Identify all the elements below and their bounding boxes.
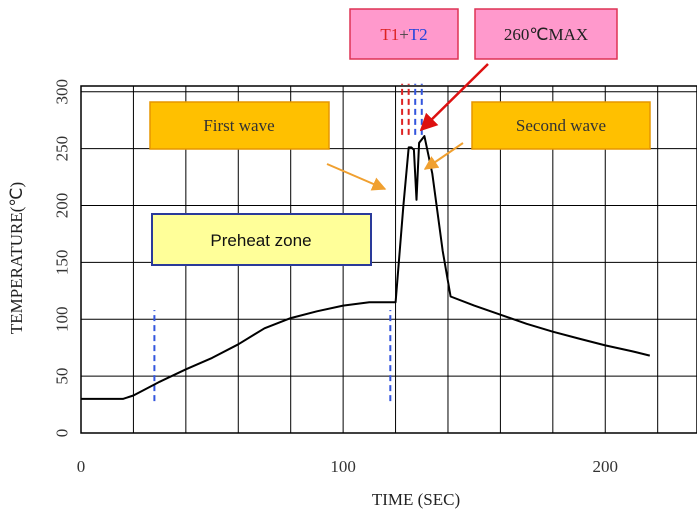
y-tick-label: 0: [53, 429, 72, 438]
y-tick-label: 150: [53, 250, 72, 276]
t1-t2-label: T1+T2: [380, 25, 427, 44]
y-tick-label: 200: [53, 193, 72, 219]
second-wave-arrow: [423, 142, 464, 170]
y-tick-label: 300: [53, 79, 72, 105]
t2-label: T2: [409, 25, 428, 44]
x-axis-title: TIME (SEC): [372, 490, 460, 509]
max-temp-label: 260℃MAX: [504, 25, 588, 44]
first-wave-box: [149, 101, 330, 150]
preheat-zone-label: Preheat zone: [210, 231, 311, 250]
second-wave-box: [471, 101, 651, 150]
y-axis-title: TEMPERATURE(℃): [7, 182, 26, 334]
second-wave-annotation: Second wave: [423, 101, 651, 170]
first-wave-label: First wave: [203, 116, 274, 135]
max-temp-arrow: [419, 63, 489, 132]
x-tick-label: 100: [330, 457, 356, 476]
x-tick-label: 0: [77, 457, 86, 476]
preheat-zone-annotation: Preheat zone: [151, 213, 372, 266]
second-wave-label: Second wave: [516, 116, 606, 135]
preheat-zone-box: [151, 213, 372, 266]
max-temp-annotation: 260℃MAX: [419, 8, 618, 132]
x-axis-ticks: 0 100 200: [77, 457, 618, 476]
t1-t2-box: [349, 8, 459, 60]
y-tick-label: 50: [53, 368, 72, 385]
plus-label: +: [399, 25, 409, 44]
y-axis-ticks: 0 50 100 150 200 250 300: [53, 79, 72, 437]
y-tick-label: 250: [53, 136, 72, 162]
y-tick-label: 100: [53, 306, 72, 332]
plot-frame: [80, 85, 697, 434]
max-temp-box: [474, 8, 618, 60]
first-wave-arrow: [326, 163, 387, 191]
dashed-markers: [153, 83, 423, 402]
temperature-series-line: [81, 135, 651, 400]
t1-label: T1: [380, 25, 399, 44]
t1-t2-annotation: T1+T2: [349, 8, 459, 60]
x-tick-label: 200: [593, 457, 619, 476]
first-wave-annotation: First wave: [149, 101, 387, 191]
